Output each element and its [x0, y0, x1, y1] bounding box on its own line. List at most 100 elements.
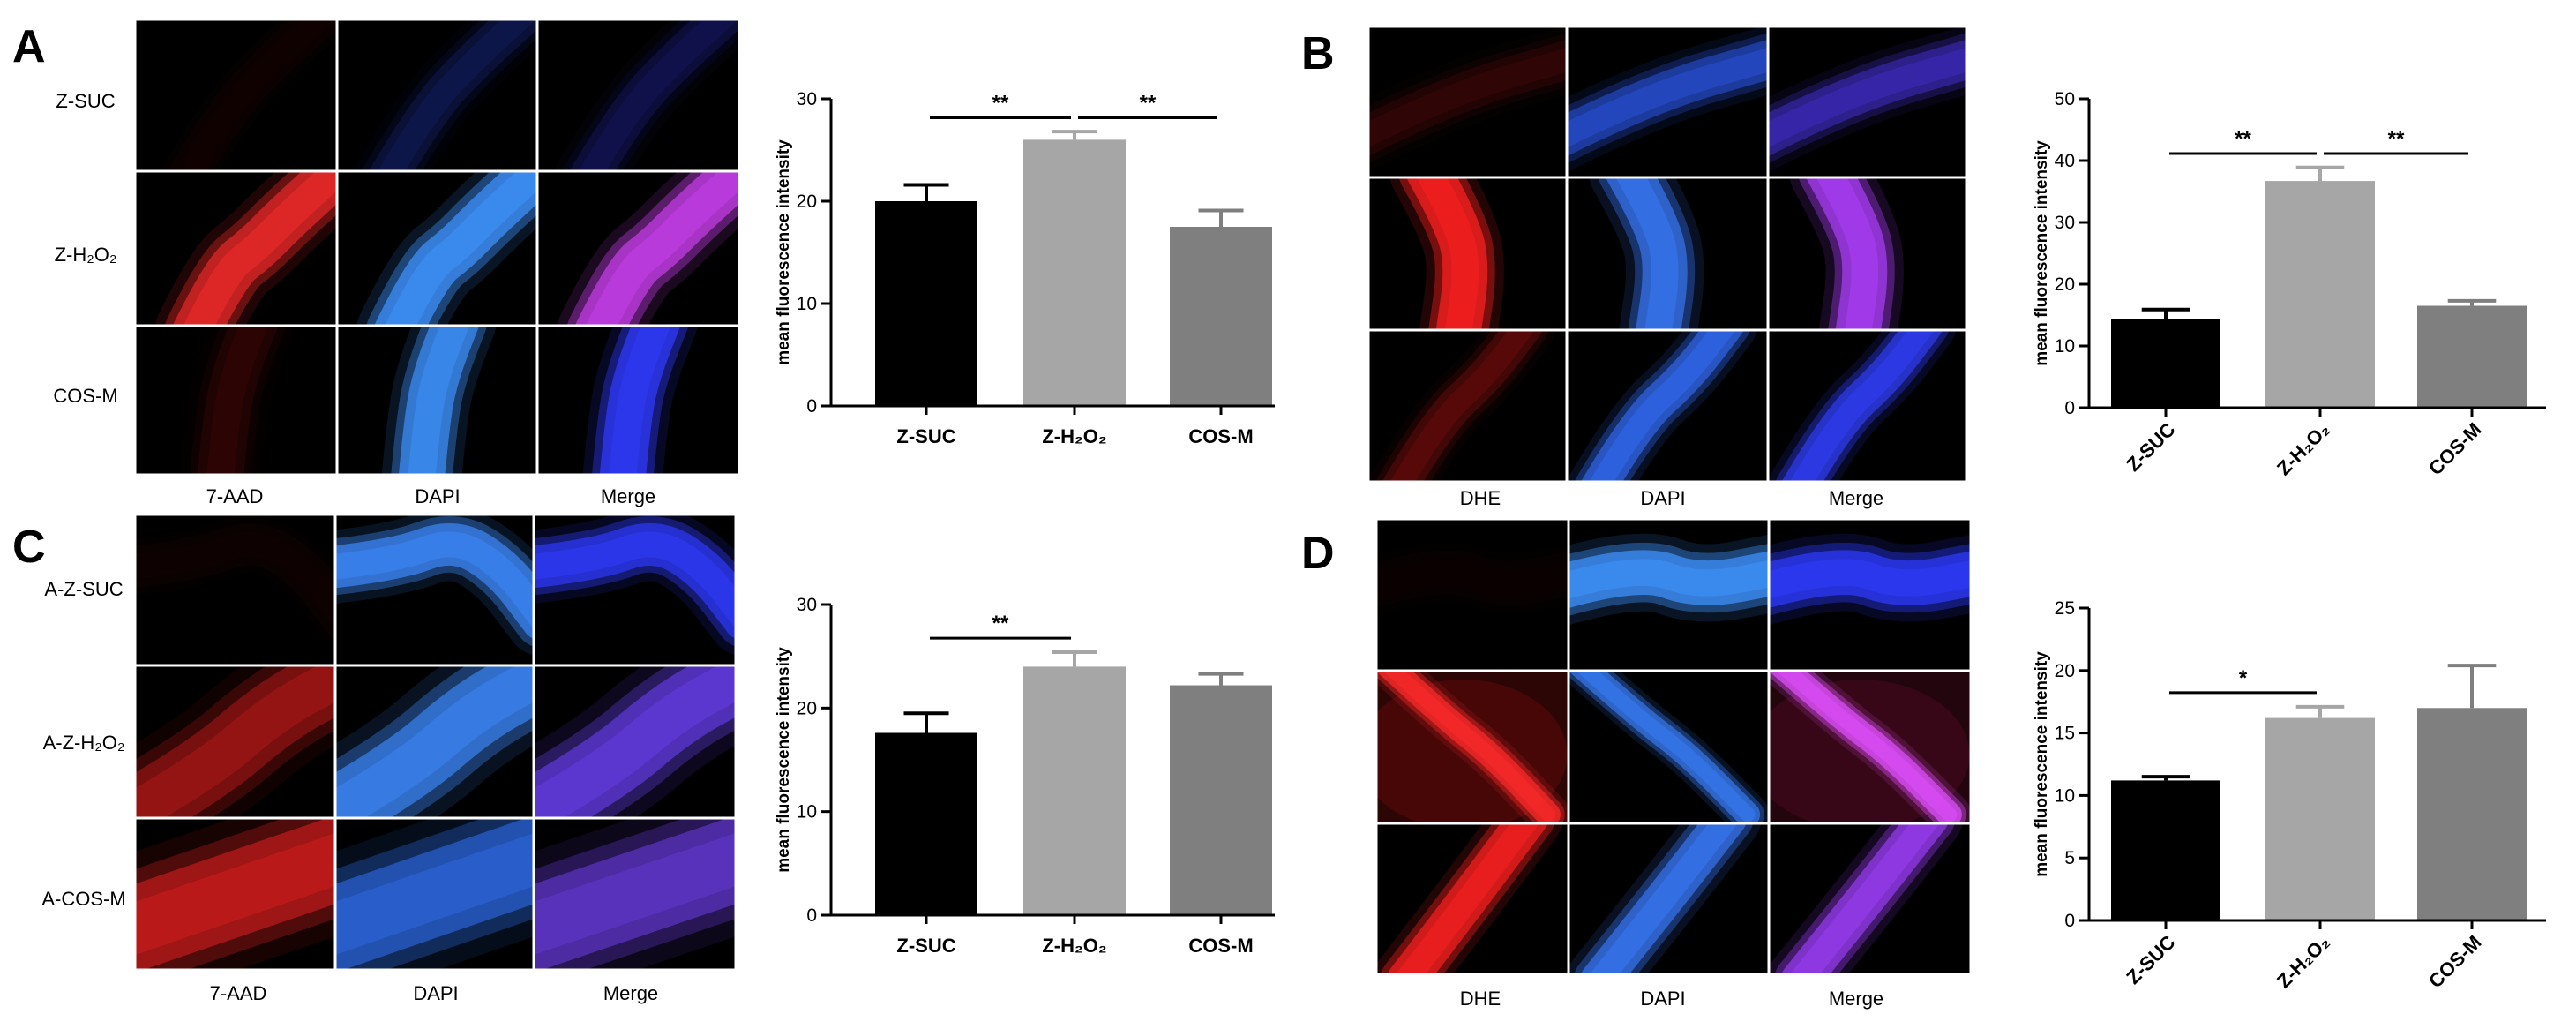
- tissue-strip: [1568, 48, 1767, 147]
- y-tick-label: 20: [2055, 661, 2075, 681]
- bar-z-suc: [2111, 319, 2220, 408]
- micrograph-b-r3-c2: [1568, 331, 1767, 481]
- bar-cos-m: [2417, 305, 2527, 408]
- tissue-strip: [1616, 178, 1679, 329]
- column-label-7-aad: 7-AAD: [206, 485, 264, 507]
- x-tick-label-z-suc: Z-SUC: [2122, 418, 2179, 476]
- tissue-strip: [1791, 824, 1939, 973]
- panel-b: B DHE DAPI Merge 0 10 20 30 40 50 Z-SUC Z-H₂O₂ C…: [1301, 27, 2546, 509]
- tissue-strip: [1782, 824, 1948, 973]
- y-axis-title: mean fluorescence intensity: [775, 647, 793, 873]
- micrograph-grid-b: [1369, 27, 1966, 481]
- micrograph-b-r2-c3: [1769, 178, 1966, 329]
- tissue-strip: [535, 819, 735, 969]
- cell-background: [338, 20, 536, 170]
- tissue-strip: [1369, 331, 1557, 481]
- significance-bracket: **: [1078, 91, 1217, 119]
- micrograph-d-r3-c3: [1770, 824, 1970, 973]
- tissue-strip: [535, 531, 735, 627]
- tissue-strip: [1568, 33, 1767, 163]
- micrograph-d-r2-c2: [1569, 672, 1768, 822]
- error-bar-cos-m: [1198, 672, 1244, 686]
- tissue-strip: [1369, 48, 1566, 147]
- bar-cos-m: [1170, 227, 1272, 406]
- significance-bracket: **: [2324, 127, 2468, 155]
- bar-z-h2o2: [1023, 139, 1126, 406]
- cell-background: [136, 515, 334, 665]
- error-bar-cos-m: [2447, 664, 2497, 709]
- x-tick-label-z-suc: Z-SUC: [896, 935, 955, 957]
- bar-chart-c: 0 10 20 30 Z-SUC Z-H₂O₂ COS-M mean fluorescence…: [775, 595, 1275, 957]
- micrograph-grid-c: [136, 515, 735, 969]
- significance-bracket: *: [2169, 666, 2317, 695]
- tissue-strip: [1590, 824, 1737, 973]
- tissue-strip: [1576, 672, 1756, 822]
- tissue-strip: [336, 666, 533, 817]
- micrograph-c-r3-c2: [336, 819, 533, 969]
- micrograph-a-r1-c2: [338, 20, 536, 170]
- column-label-merge: Merge: [603, 982, 658, 1004]
- x-tick-label-z-h2o2: Z-H₂O₂: [1042, 425, 1106, 447]
- tissue-strip: [408, 327, 469, 474]
- cell-background: [1369, 27, 1566, 177]
- y-tick-label: 30: [797, 595, 817, 615]
- panel-letter-a: A: [12, 21, 46, 72]
- x-tick-label-z-suc: Z-SUC: [896, 425, 955, 447]
- tissue-strip: [136, 833, 334, 955]
- error-bar-cos-m: [1198, 208, 1244, 227]
- micrograph-b-r2-c2: [1568, 178, 1767, 329]
- tissue-strip: [1790, 331, 1934, 481]
- panel-d: D DHE DAPI Merge 0 5 10 15 20 25 Z-SUC Z-H₂O₂ CO…: [1301, 520, 2546, 1010]
- tissue-strip: [378, 20, 535, 170]
- tissue-strip: [183, 172, 336, 325]
- tissue-strip: [1382, 331, 1543, 481]
- bar-z-suc: [875, 732, 977, 915]
- micrograph-c-r2-c3: [535, 666, 735, 817]
- y-axis-title: mean fluorescence intensity: [775, 139, 793, 365]
- micrograph-c-r2-c2: [336, 666, 533, 817]
- error-bar-z-h2o2: [1052, 130, 1097, 140]
- micrograph-c-r2-c1: [136, 666, 334, 817]
- significance-label: *: [2239, 666, 2248, 690]
- micrograph-a-r1-c3: [538, 20, 738, 170]
- row-label-a-z-suc: A-Z-SUC: [44, 578, 123, 600]
- micrograph-grid-a: [136, 20, 738, 474]
- tissue-strip: [336, 833, 533, 955]
- tissue-strip: [136, 666, 334, 817]
- tissue-strip: [1368, 573, 1577, 588]
- micrograph-a-r2-c3: [538, 172, 738, 325]
- row-label-a-cos-m: A-COS-M: [41, 888, 125, 910]
- x-tick-label-cos-m: COS-M: [2424, 931, 2486, 993]
- bar-z-h2o2: [1023, 666, 1126, 915]
- y-tick-label: 5: [2064, 848, 2075, 868]
- tissue-strip: [1606, 178, 1688, 329]
- tissue-strip: [535, 666, 735, 817]
- column-label-7-aad: 7-AAD: [210, 982, 267, 1004]
- tissue-strip: [197, 327, 278, 474]
- micrograph-b-r1-c3: [1769, 27, 1966, 177]
- error-bar-cos-m: [2447, 298, 2497, 306]
- y-tick-label: 20: [2055, 274, 2075, 295]
- error-bar-z-suc: [2141, 775, 2190, 781]
- cell-background: [1568, 27, 1767, 177]
- micrograph-a-r3-c2: [338, 327, 536, 474]
- tissue-strip: [609, 327, 670, 474]
- column-label-merge: Merge: [601, 485, 655, 507]
- tissue-strip: [1376, 331, 1549, 481]
- micrograph-c-r1-c2: [336, 515, 533, 665]
- panel-c: C A-Z-SUC A-Z-H₂O₂ A-COS-M 7-AAD DAPI Me…: [12, 515, 1275, 1004]
- panel-letter-d: D: [1301, 528, 1335, 579]
- tissue-strip: [136, 666, 334, 817]
- micrograph-d-r1-c1: [1368, 520, 1577, 670]
- micrograph-grid-d: [1368, 520, 1970, 973]
- y-tick-label: 0: [2064, 398, 2075, 418]
- tissue-strip: [535, 666, 735, 817]
- cell-background: [136, 666, 334, 817]
- x-tick-label-cos-m: COS-M: [1188, 935, 1253, 957]
- cell-background: [1769, 27, 1966, 177]
- error-bar-z-suc: [903, 711, 949, 733]
- micrograph-c-r3-c1: [136, 819, 334, 969]
- x-tick-label-z-h2o2: Z-H₂O₂: [1042, 935, 1106, 957]
- micrograph-c-r1-c1: [136, 515, 334, 665]
